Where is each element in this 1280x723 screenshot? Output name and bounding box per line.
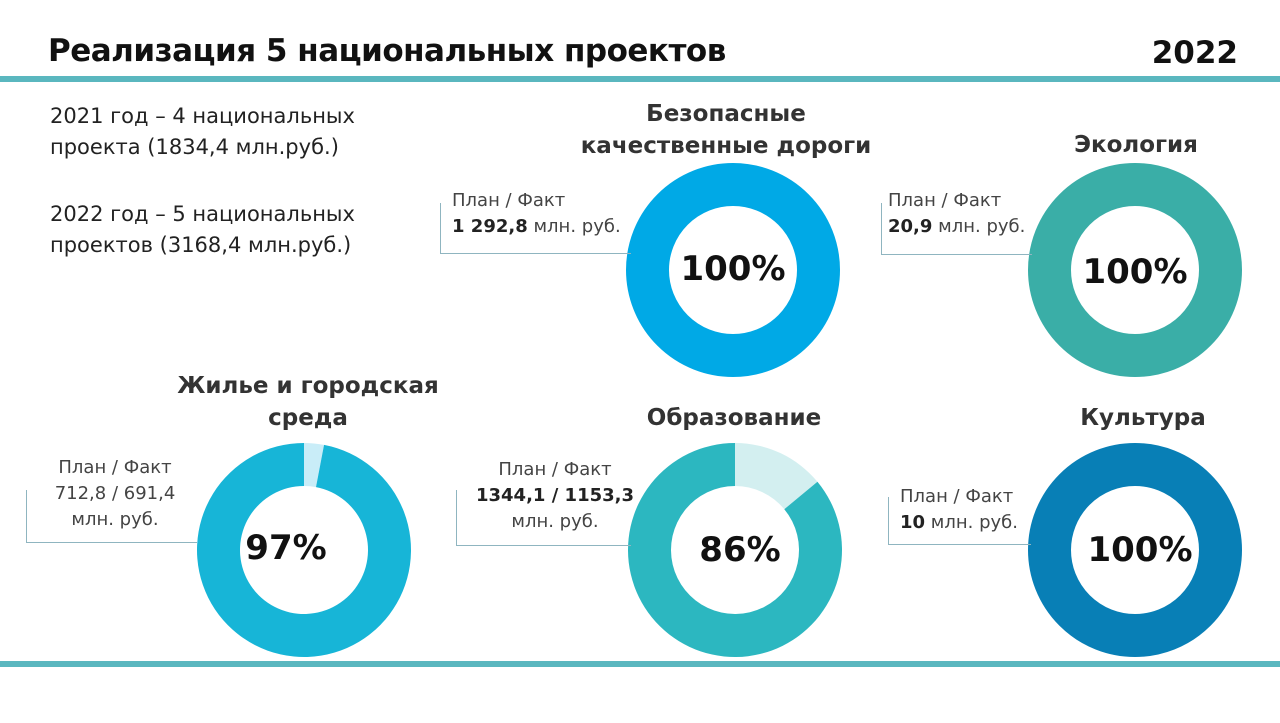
housing-callout-line xyxy=(26,490,197,543)
ecology-callout-head: План / Факт xyxy=(888,190,1002,211)
ecology-value: 20,9 xyxy=(888,216,933,237)
housing-callout: План / Факт 712,8 / 691,4 млн. руб. xyxy=(40,455,190,533)
roads-fact-slice xyxy=(626,163,840,377)
year-label: 2022 xyxy=(1151,35,1238,71)
top-divider xyxy=(0,76,1280,82)
ecology-title: Экология xyxy=(1074,132,1198,158)
housing-callout-head: План / Факт xyxy=(58,457,172,478)
intro-2022: 2022 год – 5 национальных проектов (3168… xyxy=(50,202,355,257)
page-title: Реализация 5 национальных проектов xyxy=(48,33,726,69)
ecology-callout: План / Факт 20,9 млн. руб. xyxy=(888,188,1025,240)
education-remaining-slice xyxy=(735,443,818,510)
intro-2021: 2021 год – 4 национальных проекта (1834,… xyxy=(50,104,355,159)
ecology-unit: млн. руб. xyxy=(938,216,1026,237)
ecology-callout-line xyxy=(881,203,1032,255)
culture-value: 10 xyxy=(900,512,926,533)
education-value: 1344,1 / 1153,3 xyxy=(475,485,635,506)
education-percent: 86% xyxy=(699,530,781,570)
roads-unit: млн. руб. xyxy=(533,216,621,237)
roads-callout: План / Факт 1 292,8 млн. руб. xyxy=(452,188,621,240)
roads-value: 1 292,8 xyxy=(452,216,528,237)
ecology-percent: 100% xyxy=(1082,252,1188,292)
education-callout-line xyxy=(456,490,631,546)
roads-percent: 100% xyxy=(680,249,786,289)
housing-remaining-slice xyxy=(304,443,325,488)
roads-callout-head: План / Факт xyxy=(452,190,566,211)
education-callout: План / Факт 1344,1 / 1153,3 млн. руб. xyxy=(470,457,640,535)
education-callout-head: План / Факт xyxy=(498,459,612,480)
housing-percent: 97% xyxy=(245,528,327,568)
education-fact-slice xyxy=(628,443,842,657)
culture-callout: План / Факт 10 млн. руб. xyxy=(900,484,1018,536)
culture-percent: 100% xyxy=(1087,530,1193,570)
bottom-divider xyxy=(0,661,1280,667)
education-unit: млн. руб. xyxy=(511,511,599,532)
culture-callout-head: План / Факт xyxy=(900,486,1014,507)
roads-callout-line xyxy=(440,203,631,254)
education-title: Образование xyxy=(646,405,822,431)
culture-fact-slice xyxy=(1028,443,1242,657)
culture-unit: млн. руб. xyxy=(930,512,1018,533)
housing-fact-slice xyxy=(197,443,412,657)
housing-value: 712,8 / 691,4 xyxy=(54,483,176,504)
housing-title: Жилье и городская среда xyxy=(177,373,439,431)
culture-callout-line xyxy=(888,497,1031,545)
roads-title: Безопасные качественные дороги xyxy=(580,101,872,159)
culture-title: Культура xyxy=(1080,405,1206,431)
ecology-fact-slice xyxy=(1028,163,1242,377)
housing-unit: млн. руб. xyxy=(71,509,159,530)
